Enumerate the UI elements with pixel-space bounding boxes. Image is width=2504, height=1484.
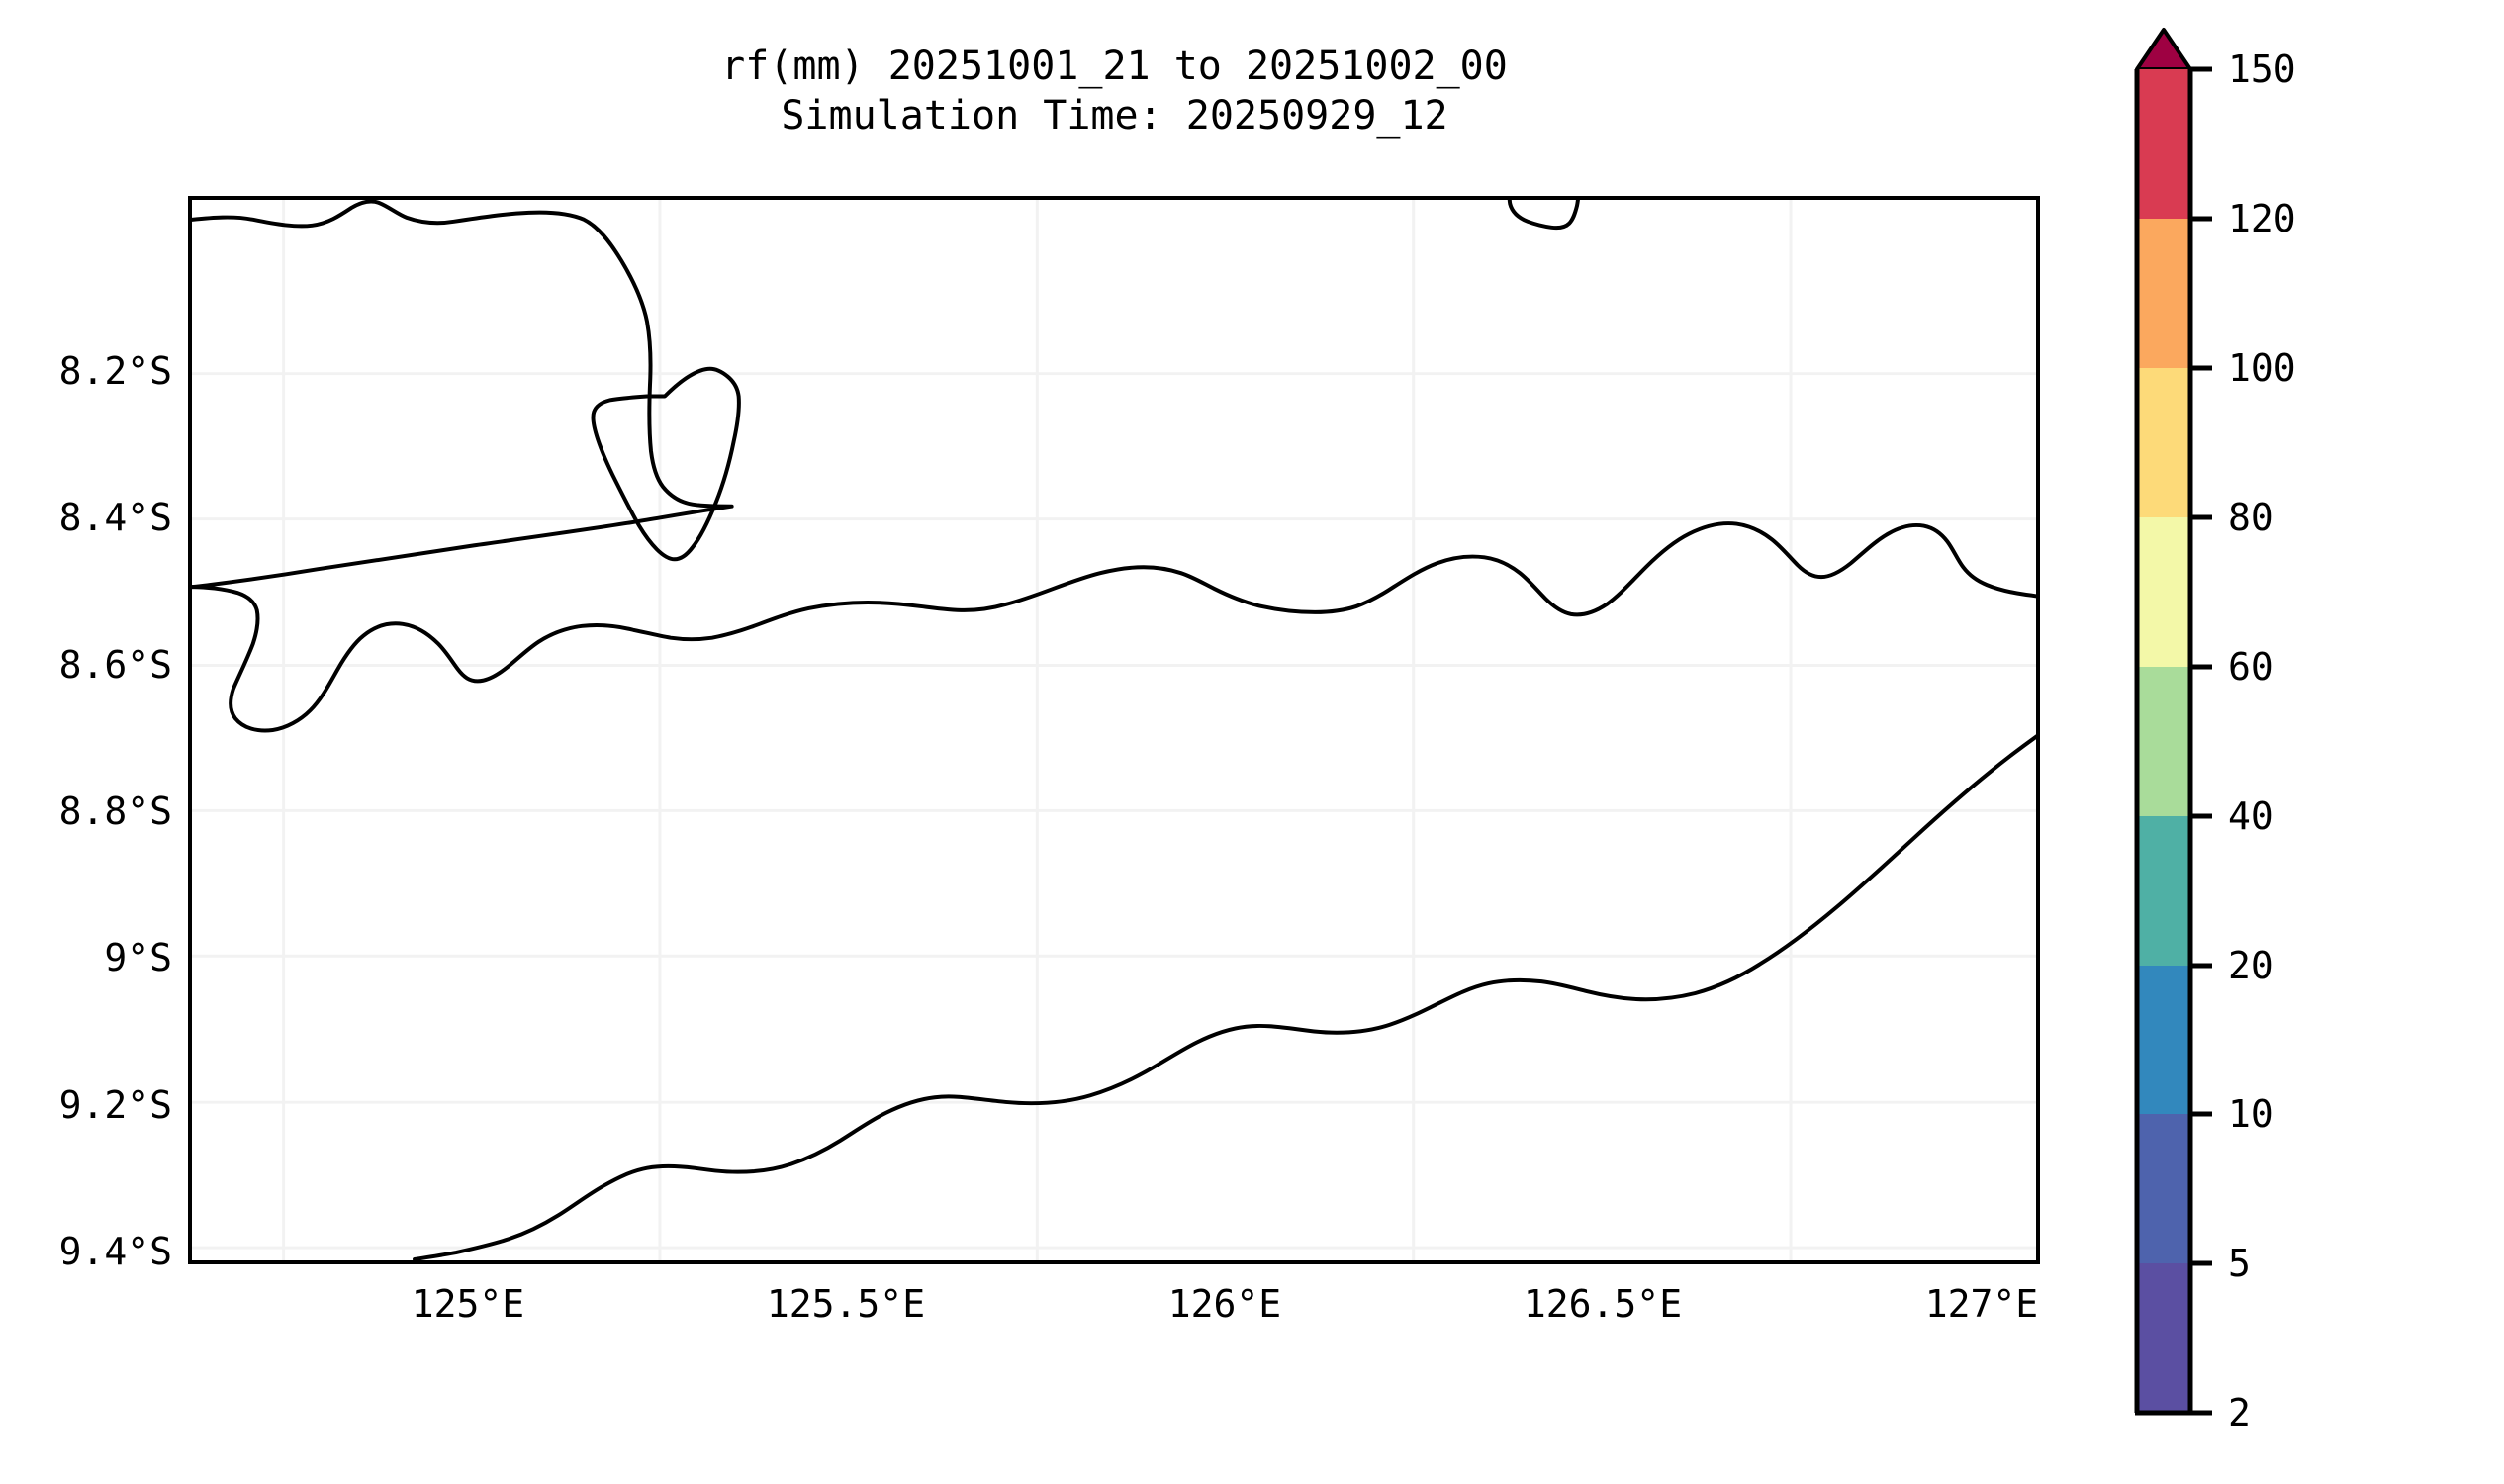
colorbar-band-5-10 <box>2137 1114 2190 1263</box>
ytick-label: 8.8°S <box>58 789 172 833</box>
colorbar-tick-marks <box>2190 66 2212 1416</box>
colorbar-tick-label: 40 <box>2228 794 2273 838</box>
coastline-southwest-inlet <box>257 415 805 649</box>
xtick-label: 125°E <box>411 1282 525 1326</box>
coastline-small-north-island <box>1507 200 1580 231</box>
colorbar-canvas <box>2134 28 2212 1416</box>
colorbar-band-60-80 <box>2137 517 2190 667</box>
xtick-label: 127°E <box>1924 1282 2039 1326</box>
colorbar-tick-label: 60 <box>2228 645 2273 689</box>
coastline-atauro-island <box>591 366 741 562</box>
coastline-timor-leste-mainland <box>192 521 2036 1260</box>
ytick-label: 8.6°S <box>58 643 172 687</box>
colorbar <box>2134 28 2212 1416</box>
colorbar-tick-label: 120 <box>2228 197 2296 240</box>
colorbar-band-2-5 <box>2137 1263 2190 1413</box>
colorbar-band-80-100 <box>2137 368 2190 517</box>
coastline-west-timor <box>192 200 734 590</box>
map-plot-area <box>188 196 2040 1264</box>
figure-title: rf(mm) 20251001_21 to 20251002_00 Simula… <box>188 42 2041 140</box>
colorbar-tick-label: 150 <box>2228 47 2296 91</box>
colorbar-tick-label: 5 <box>2228 1242 2251 1285</box>
colorbar-tick-label: 20 <box>2228 944 2273 987</box>
colorbar-tick-label: 80 <box>2228 496 2273 539</box>
ytick-label: 9.4°S <box>58 1230 172 1273</box>
map-canvas <box>192 200 2036 1260</box>
ytick-label: 9.2°S <box>58 1083 172 1127</box>
xtick-label: 125.5°E <box>766 1282 926 1326</box>
title-line-simulation-time: Simulation Time: 20250929_12 <box>781 93 1448 139</box>
ytick-label: 8.4°S <box>58 496 172 539</box>
title-line-variable-period: rf(mm) 20251001_21 to 20251002_00 <box>721 44 1508 89</box>
colorbar-band-20-40 <box>2137 816 2190 966</box>
xtick-label: 126.5°E <box>1523 1282 1683 1326</box>
colorbar-band-40-60 <box>2137 667 2190 816</box>
colorbar-band-10-20 <box>2137 966 2190 1114</box>
colorbar-band-100-120 <box>2137 219 2190 368</box>
colorbar-band-120-150 <box>2137 69 2190 219</box>
coastline-oecusse-bay <box>192 773 664 1086</box>
ytick-label: 8.2°S <box>58 349 172 393</box>
colorbar-tick-label: 10 <box>2228 1092 2273 1136</box>
colorbar-extend-arrow <box>2135 28 2192 71</box>
colorbar-tick-label: 100 <box>2228 346 2296 390</box>
ytick-label: 9°S <box>104 936 172 979</box>
map-gridlines <box>192 200 2036 1260</box>
xtick-label: 126°E <box>1167 1282 1282 1326</box>
colorbar-tick-label: 2 <box>2228 1391 2251 1435</box>
